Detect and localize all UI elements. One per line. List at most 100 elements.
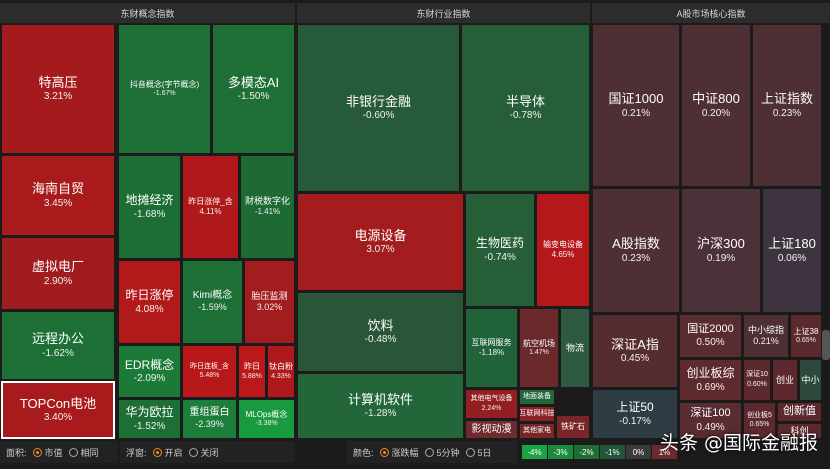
legend-swatch: 0% [626,445,651,459]
float-option-off[interactable]: 关闭 [200,447,219,458]
tile-yinliao[interactable]: 饮料 -0.48% [297,292,464,372]
tile-change: 3.02% [256,301,283,312]
tile-gz2000[interactable]: 国证2000 0.50% [679,314,742,358]
tile-name: 互联网服务 [471,338,512,347]
tile-difang[interactable]: 地面装备 [519,389,555,405]
tile-szag[interactable]: 深证A指 0.45% [592,314,678,388]
legend-swatch: -3% [548,445,573,459]
tile-bandaoti[interactable]: 半导体 -0.78% [461,24,590,192]
tile-tegaoya[interactable]: 特高压 3.21% [1,24,115,154]
tile-dianyuan[interactable]: 电源设备 3.07% [297,193,464,291]
tile-hulianwangkj[interactable]: 互联网科技 [519,406,555,422]
tile-change: 0.19% [706,252,736,264]
float-option-on[interactable]: 开启 [164,447,183,458]
tile-cyb[interactable]: 创业板综 0.69% [679,359,742,401]
tile-szcz100[interactable]: 深证100 0.49% [679,402,742,439]
color-option-5min[interactable]: 5分钟 [436,447,460,458]
tile-hainan[interactable]: 海南自贸 3.45% [1,155,115,236]
tile-change: -1.41% [254,207,281,217]
color-radio-5min[interactable] [424,447,434,457]
tile-cxz[interactable]: 创新值 [777,402,822,422]
tile-ditan[interactable]: 地摊经济 -1.68% [118,155,181,259]
tile-kc[interactable]: 科创 [777,423,822,439]
tile-change: 1.47% [529,349,549,357]
tile-topcon[interactable]: TOPCon电池 3.40% [1,381,115,439]
tile-chongzu[interactable]: 重组蛋白 -2.39% [182,399,237,439]
float-control: 浮窗: 开启 关闭 [120,441,295,463]
tile-shzs[interactable]: 上证指数 0.23% [752,24,822,187]
tile-qita_jd[interactable]: 其他家电 [519,423,555,439]
color-radio-change[interactable] [379,447,389,457]
scrollbar[interactable] [822,330,830,360]
tile-shengwu[interactable]: 生物医药 -0.74% [465,193,535,307]
tile-zuori[interactable]: 昨日 5.88% [238,345,266,398]
tile-jisuanji[interactable]: 计算机软件 -1.28% [297,373,464,439]
tile-change: 3.07% [366,244,395,256]
tile-change: 4.33% [271,372,291,380]
core-index-panel-title: A股市场核心指数 [592,3,830,23]
area-option-equal[interactable]: 相同 [80,447,99,458]
tile-chuangye[interactable]: 创业 [772,359,798,401]
float-radio-on[interactable] [152,447,162,457]
tile-mlops[interactable]: MLOps概念 -3.38% [238,399,295,439]
tile-name: 铁矿石 [561,422,585,432]
tile-name: A股指数 [612,236,660,252]
tile-wuliu[interactable]: 物流 [560,308,590,388]
tile-xuni[interactable]: 虚拟电厂 2.90% [1,237,115,310]
tile-zuorilb[interactable]: 昨日连板_含 5.48% [182,345,237,398]
tile-yuancheng[interactable]: 远程办公 -1.62% [1,311,115,380]
tile-name: TOPCon电池 [19,395,97,411]
tile-change: 4.11% [199,206,222,216]
tile-zz1000[interactable]: 国证1000 0.21% [592,24,680,187]
tile-zz800[interactable]: 中证800 0.20% [681,24,751,187]
tile-caishui[interactable]: 财税数字化 -1.41% [240,155,295,259]
tile-name: MLOps概念 [245,409,288,419]
tile-kimi[interactable]: Kimi概念 -1.59% [182,260,243,344]
tile-sz50[interactable]: 上证50 -0.17% [592,389,678,439]
area-label: 面积: [6,447,27,458]
tile-name: 华为欧拉 [125,405,174,420]
color-option-5day[interactable]: 5日 [477,447,492,458]
tile-name: 海南自贸 [31,181,84,197]
tile-titou[interactable]: 钛白粉 4.33% [267,345,295,398]
tile-tiekuang[interactable]: 铁矿石 [556,415,590,439]
tile-change: 4.08% [135,303,164,315]
tile-yingshi[interactable]: 影视动漫 [465,420,518,439]
tile-multimodal[interactable]: 多模态AI -1.50% [212,24,295,154]
tile-name: 中小 [801,374,820,385]
tile-change: 0.49% [696,421,725,433]
tile-name: 重组蛋白 [189,407,230,419]
tile-taiya[interactable]: 胎压监测 3.02% [244,260,295,344]
tile-zuorizt[interactable]: 昨日涨停 4.08% [118,260,181,344]
tile-sz10[interactable]: 深证10 0.60% [743,359,771,401]
tile-hangkong[interactable]: 航空机场 1.47% [519,308,559,388]
legend-swatch: -4% [522,445,547,459]
tile-sz38[interactable]: 上证38 0.65% [790,314,822,358]
tile-shubian[interactable]: 输变电设备 4.65% [536,193,590,307]
tile-qita_dq[interactable]: 其他电气设备 2.24% [465,389,518,419]
tile-name: 地面装备 [523,392,551,400]
tile-zxzz[interactable]: 中小综指 0.21% [743,314,789,358]
tile-sz180[interactable]: 上证180 0.06% [762,188,822,313]
tile-zuorizt_han[interactable]: 昨日涨停_含 4.11% [182,155,239,259]
area-option-marketcap[interactable]: 市值 [44,447,63,458]
tile-name: 特高压 [38,74,78,90]
tile-hulianwang[interactable]: 互联网服务 -1.18% [465,308,518,388]
tile-hs300[interactable]: 沪深300 0.19% [681,188,761,313]
tile-change: -0.17% [619,415,651,427]
color-option-change[interactable]: 涨跌幅 [391,447,419,458]
concept-panel-title: 东财概念指数 [0,3,295,23]
tile-cyb5[interactable]: 创业板5 0.65% [743,402,776,439]
area-radio-equal[interactable] [68,447,78,457]
tile-name: 财税数字化 [244,196,290,207]
tile-agu[interactable]: A股指数 0.23% [592,188,680,313]
tile-feiyin[interactable]: 非银行金融 -0.60% [297,24,460,192]
tile-edr[interactable]: EDR概念 -2.09% [118,345,181,398]
area-radio-marketcap[interactable] [32,447,42,457]
tile-huawei_eu[interactable]: 华为欧拉 -1.52% [118,399,181,439]
float-radio-off[interactable] [188,447,198,457]
color-radio-5day[interactable] [465,447,475,457]
tile-zhongxiao[interactable]: 中小 [799,359,822,401]
tile-douyin[interactable]: 抖音概念(字节概念) -1.67% [118,24,211,154]
color-control: 颜色: 涨跌幅 5分钟 5日 [347,441,517,463]
